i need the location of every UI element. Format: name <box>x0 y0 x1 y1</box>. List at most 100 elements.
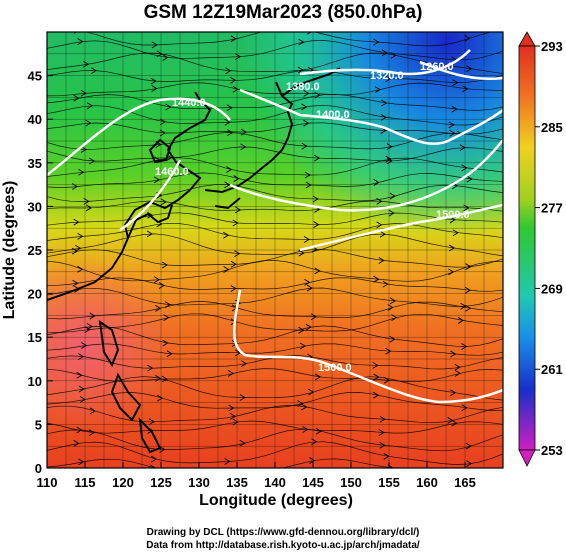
streamline <box>47 200 503 212</box>
streamline-arrow <box>77 265 84 273</box>
streamline-arrow <box>465 442 472 450</box>
streamline <box>47 301 503 320</box>
streamline-arrow <box>464 286 471 294</box>
contour-label: 1440.0 <box>172 97 206 109</box>
streamline-arrow <box>156 50 163 58</box>
streamline-arrow <box>158 282 165 289</box>
streamline-arrow <box>79 396 86 403</box>
streamline-arrow <box>159 446 166 453</box>
streamline-arrow <box>454 370 461 377</box>
geopotential-contours <box>47 49 503 404</box>
streamline-arrow <box>312 195 319 203</box>
streamline-arrow <box>449 216 456 224</box>
contour-label: 1460.0 <box>155 166 189 178</box>
streamline-arrow <box>223 231 230 239</box>
streamline-arrow <box>303 89 310 97</box>
streamline <box>47 132 503 150</box>
streamline-arrow <box>459 144 466 151</box>
streamline-arrow <box>234 250 241 258</box>
streamline-arrow <box>239 394 246 401</box>
streamline-arrow <box>449 129 456 137</box>
streamline <box>85 32 493 47</box>
streamline-arrow <box>378 429 385 436</box>
streamline <box>47 212 503 226</box>
contour-labels: 1260.0 1320.0 1380.0 1400.0 1440.0 1460.… <box>155 61 470 374</box>
streamline-arrow <box>85 119 92 127</box>
streamline-arrow <box>76 371 83 379</box>
y-tick-label: 45 <box>28 69 42 84</box>
x-tick-label: 140 <box>264 475 286 490</box>
streamline-arrow <box>85 204 93 212</box>
streamline-arrow <box>465 263 472 271</box>
streamline-arrow <box>73 218 80 226</box>
streamline-arrow <box>310 313 317 321</box>
streamline-arrow <box>240 143 247 151</box>
x-tick-label: 135 <box>226 475 248 490</box>
streamline-arrow <box>159 118 166 126</box>
streamline-arrow <box>383 452 390 460</box>
streamline-arrow <box>466 460 473 467</box>
streamline-arrow <box>234 206 242 214</box>
streamline-arrow <box>159 129 166 137</box>
streamline <box>47 277 503 292</box>
colorbar-label: 269 <box>541 281 563 296</box>
streamline-arrow <box>72 279 79 287</box>
streamline-arrow <box>162 339 169 347</box>
streamline-arrow <box>460 302 467 310</box>
x-tick-label: 165 <box>454 475 476 490</box>
streamline-arrow <box>301 103 308 111</box>
streamline <box>47 441 503 465</box>
x-tick-label: 160 <box>416 475 438 490</box>
streamline <box>47 260 503 282</box>
streamline <box>47 420 503 434</box>
streamline-arrow <box>461 404 468 412</box>
streamline-arrow <box>461 164 468 172</box>
streamline-arrow <box>450 350 457 358</box>
streamline-arrow <box>314 373 322 381</box>
credit-drawing: Drawing by DCL (https://www.gfd-dennou.o… <box>146 527 420 538</box>
contour-label: 1320.0 <box>370 70 404 82</box>
streamline-arrow <box>226 104 233 112</box>
streamline-arrow <box>450 389 457 397</box>
streamline-arrow <box>165 103 172 111</box>
streamline-arrow <box>451 419 458 427</box>
streamline-arrow <box>153 276 161 284</box>
streamline-arrow <box>71 183 79 190</box>
streamline <box>47 82 503 97</box>
streamline-arrow <box>299 342 306 350</box>
streamline-arrow <box>233 175 240 182</box>
streamline-arrow <box>389 335 396 343</box>
streamline <box>47 325 503 347</box>
streamline-arrow <box>381 99 388 107</box>
streamline-arrow <box>88 429 95 437</box>
streamline-arrow <box>71 247 79 255</box>
streamline-arrow <box>156 394 164 402</box>
streamline-arrow <box>387 304 394 311</box>
y-tick-label: 0 <box>35 461 42 476</box>
streamline <box>47 376 503 401</box>
streamline-arrow <box>374 86 381 94</box>
streamline-arrow <box>301 403 308 411</box>
streamline-arrow <box>301 142 308 150</box>
streamline-arrow <box>376 197 383 205</box>
streamline-arrow <box>230 35 237 43</box>
colorbar-top-arrow <box>518 31 536 47</box>
streamline-arrow <box>309 457 316 464</box>
streamline-arrow <box>226 166 233 173</box>
streamline-arrow <box>155 304 162 312</box>
streamline-arrow <box>81 342 88 349</box>
streamline-arrow <box>228 404 235 412</box>
streamline-arrow <box>308 388 315 396</box>
streamline-arrow <box>304 279 311 286</box>
credit-data-source: Data from http://database.rish.kyoto-u.a… <box>146 540 420 551</box>
x-tick-label: 110 <box>37 475 58 490</box>
colorbar-label: 277 <box>541 201 563 216</box>
streamline-arrow <box>80 89 87 97</box>
streamline-arrow <box>227 370 234 377</box>
streamline-arrow <box>386 143 393 151</box>
streamline-arrow <box>82 60 90 68</box>
y-tick-label: 30 <box>28 199 42 214</box>
x-tick-label: 115 <box>75 475 96 490</box>
streamline-arrow <box>78 385 85 393</box>
streamline-arrow <box>229 412 236 420</box>
